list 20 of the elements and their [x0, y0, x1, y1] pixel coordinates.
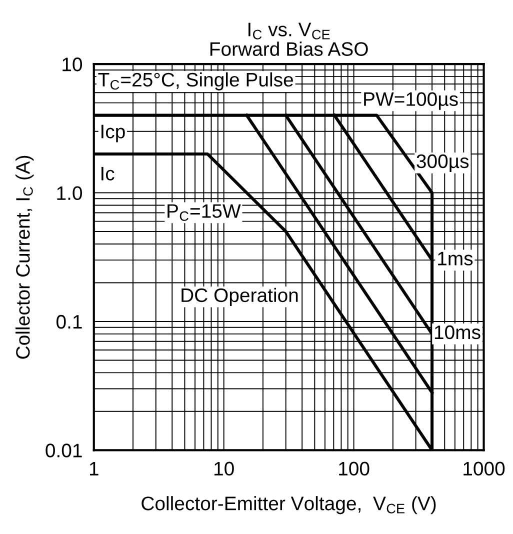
- y-tick-label: 0.1: [56, 314, 82, 329]
- x-tick-label: 100: [339, 462, 370, 476]
- annotation: 10ms: [434, 325, 480, 340]
- annotation: 300µs: [416, 154, 469, 172]
- chart-title: I$_{C}$ vs. V$_{CE}$ Forward Bias ASO: [210, 22, 368, 56]
- x-tick-label: 10: [214, 462, 234, 476]
- annotation: Ic: [102, 166, 114, 180]
- x-axis-title: Collector-Emitter Voltage, V$_{CE}$ (V): [142, 496, 436, 514]
- annotation: 1ms: [438, 252, 473, 266]
- y-tick-label: 1.0: [57, 186, 82, 200]
- annotation: DC Operation: [182, 288, 298, 306]
- y-tick-label: 0.01: [46, 444, 82, 458]
- x-tick-label: 1000: [464, 462, 505, 476]
- annotation: T$_{C}$=25°C, Single Pulse: [98, 72, 294, 90]
- annotation: PW=100µs: [364, 92, 458, 110]
- annotation: Icp: [102, 124, 125, 142]
- x-tick-label: 1: [90, 462, 98, 476]
- y-axis-title: Collector Current, I$_{C}$ (A): [16, 156, 34, 359]
- annotation: P$_{C}$=15W: [168, 204, 241, 221]
- y-tick-label: 10: [62, 58, 82, 72]
